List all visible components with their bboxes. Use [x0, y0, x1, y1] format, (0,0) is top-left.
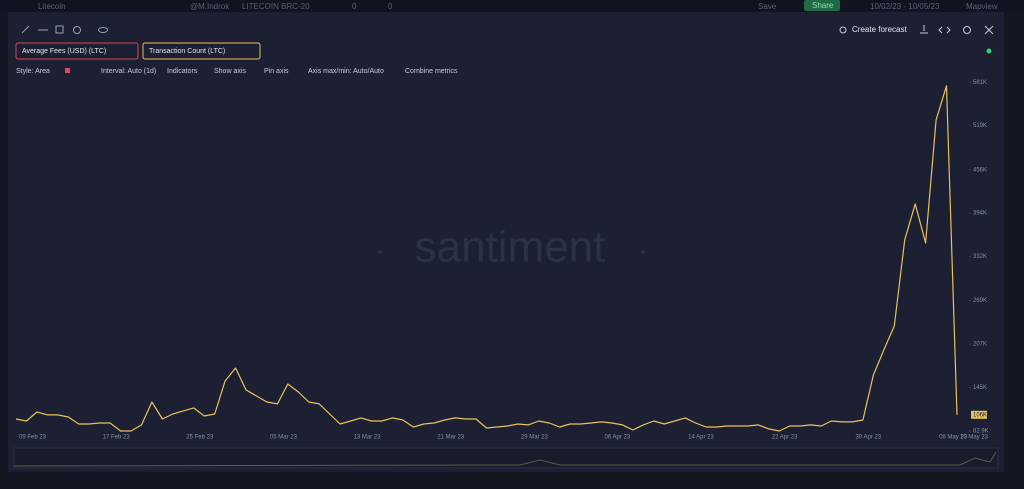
y-tick-label: 207K: [973, 342, 987, 348]
author[interactable]: @M.Indrok: [190, 2, 230, 11]
y-tick-label: 394K: [973, 211, 987, 217]
y-tick-label: 82.9K: [973, 429, 989, 435]
top-bar: [0, 0, 1024, 12]
draw-line-icon[interactable]: [21, 25, 30, 34]
panel-actions: [920, 25, 994, 35]
x-tick-label: 17 Feb 23: [103, 435, 131, 441]
x-tick-label: 14 Apr 23: [688, 435, 714, 441]
interval-select[interactable]: Interval: Auto (1d): [101, 68, 156, 75]
metric-label: Transaction Count (LTC): [149, 48, 225, 55]
y-tick-label: 332K: [973, 254, 987, 260]
mapview[interactable]: Mapview: [966, 2, 998, 11]
chart-area: 82.9K 145K 207K 269K 332K 394K 456K 519K 581K 09 …: [15, 80, 989, 441]
x-tick-label: 21 Mar 23: [437, 435, 465, 441]
x-tick-label: 09 Feb 23: [19, 435, 47, 441]
color-swatch[interactable]: [65, 68, 70, 73]
metric-chip[interactable]: [142, 42, 261, 60]
share-button-bg[interactable]: [804, 0, 840, 11]
metric-chip[interactable]: [15, 42, 139, 60]
eye-icon[interactable]: [98, 27, 108, 33]
date-range[interactable]: 10/02/23 - 10/05/23: [870, 2, 940, 11]
forecast-icon[interactable]: [839, 26, 847, 34]
project-name[interactable]: Litecoin: [38, 2, 66, 11]
settings-icon[interactable]: [963, 26, 971, 34]
x-tick-label: 30 Apr 23: [855, 435, 881, 441]
navigator-line: [13, 451, 997, 467]
metric-label: Average Fees (USD) (LTC): [22, 48, 106, 55]
style-select[interactable]: Style: Area: [16, 68, 50, 75]
y-tick-label: 456K: [973, 167, 987, 173]
x-tick-label: 06 Apr 23: [605, 435, 631, 441]
watermark-dot: [378, 250, 382, 254]
last-value-label: 106K: [973, 412, 987, 418]
x-tick-label: 08 May 23: [939, 435, 968, 441]
axis-minmax[interactable]: Axis max/min: Auto/Auto: [308, 68, 384, 75]
x-tick-label: 13 Mar 23: [354, 435, 382, 441]
y-tick-label: 519K: [973, 123, 987, 129]
create-forecast[interactable]: Create forecast: [852, 25, 907, 34]
layout-name: LITECOIN BRC-20: [242, 2, 310, 11]
x-tick-label: 10 May 23: [960, 435, 989, 441]
last-value-badge: [971, 410, 987, 419]
y-tick-label: 145K: [973, 385, 987, 391]
comments-count[interactable]: 0: [352, 2, 357, 11]
save-button[interactable]: Save: [758, 2, 777, 11]
y-tick-label: 581K: [973, 80, 987, 86]
emoji-icon[interactable]: [73, 26, 81, 34]
y-tick-label: 269K: [973, 298, 987, 304]
x-tick-label: 25 Feb 23: [186, 435, 214, 441]
show-axis[interactable]: Show axis: [214, 68, 246, 75]
download-icon[interactable]: [920, 25, 928, 34]
toolbar-icons: [21, 25, 108, 34]
share-button[interactable]: Share: [812, 1, 834, 10]
chart-panel: [8, 12, 1004, 472]
pin-axis[interactable]: Pin axis: [264, 68, 289, 75]
x-tick-label: 05 Mar 23: [270, 435, 298, 441]
combine-metrics[interactable]: Combine metrics: [405, 68, 458, 75]
navigator[interactable]: [13, 447, 999, 469]
x-tick-label: 29 Mar 23: [521, 435, 549, 441]
indicators-select[interactable]: Indicators: [167, 68, 198, 75]
note-icon[interactable]: [55, 25, 64, 34]
close-icon[interactable]: [984, 25, 994, 35]
watermark-dot: [641, 250, 645, 254]
status-dot: [986, 48, 992, 54]
watermark: santiment: [415, 223, 606, 272]
embed-icon[interactable]: [938, 26, 951, 34]
likes-count[interactable]: 0: [388, 2, 393, 11]
x-tick-label: 22 Apr 23: [772, 435, 798, 441]
series-line: [15, 85, 958, 432]
